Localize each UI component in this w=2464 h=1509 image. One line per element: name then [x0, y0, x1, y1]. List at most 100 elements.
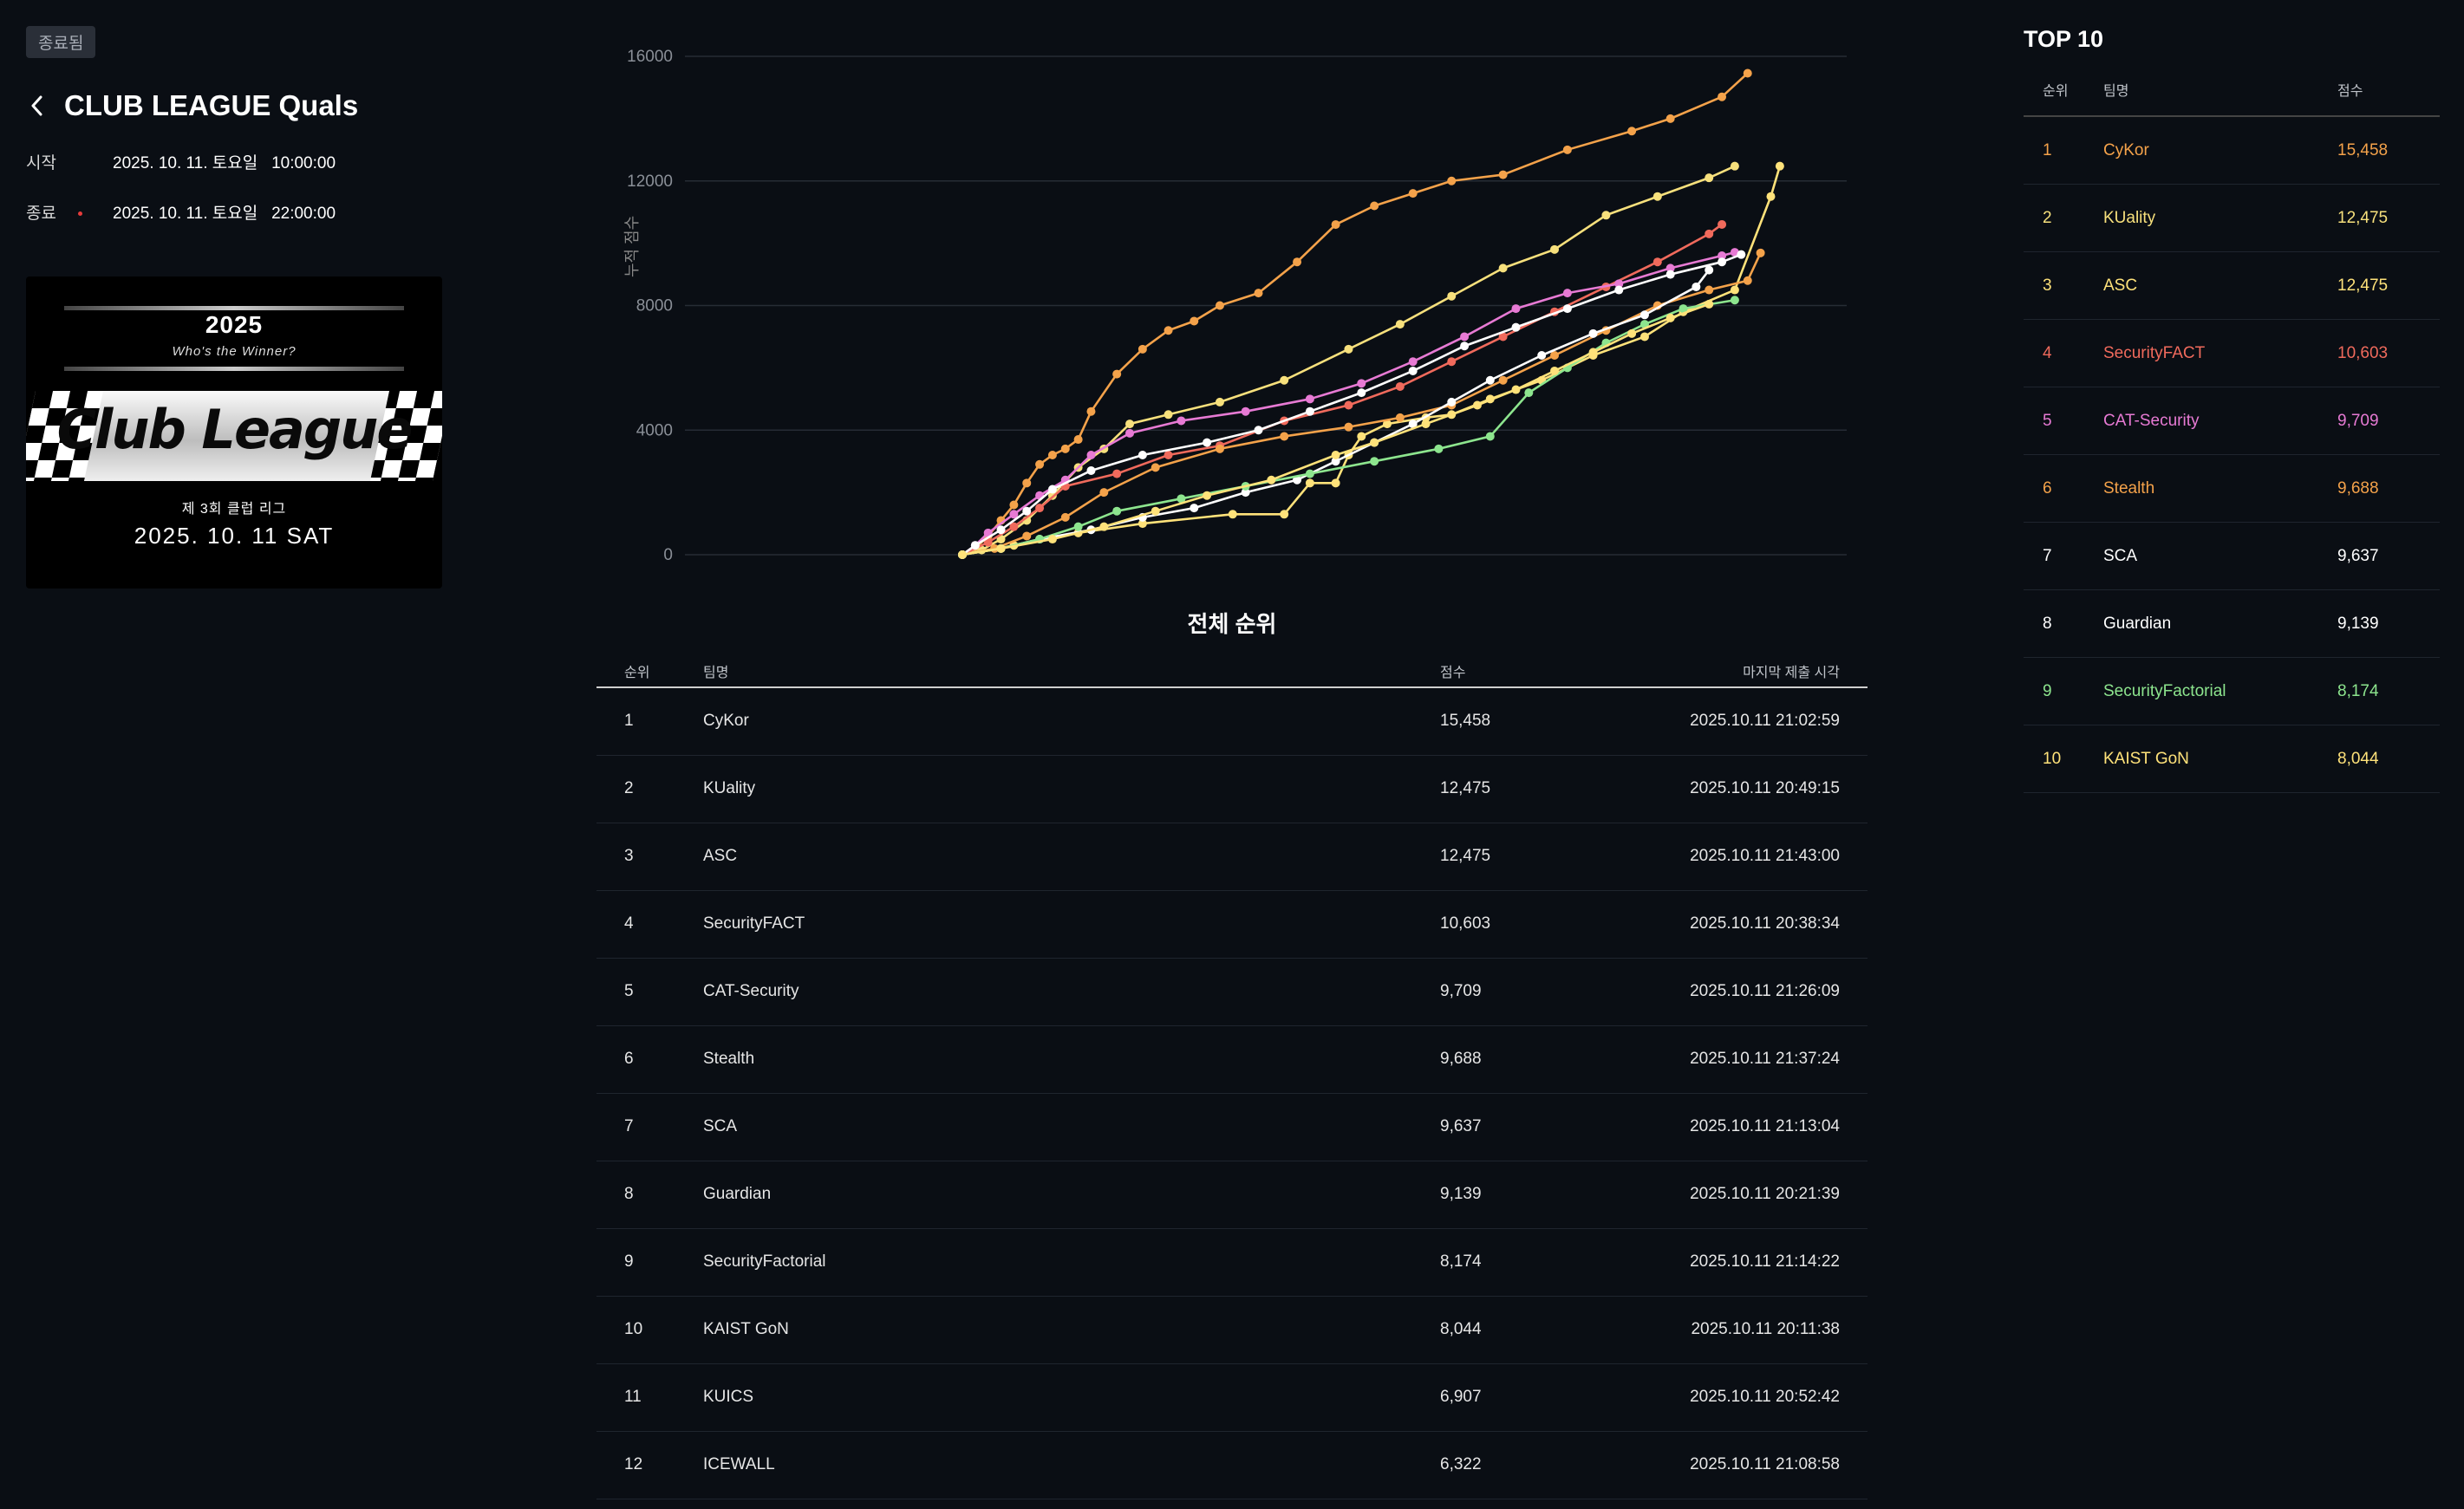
data-point[interactable]	[1086, 407, 1096, 416]
data-point[interactable]	[1241, 488, 1250, 498]
data-point[interactable]	[1614, 279, 1624, 289]
data-point[interactable]	[1125, 428, 1135, 438]
data-point[interactable]	[1370, 457, 1379, 466]
data-point[interactable]	[1652, 257, 1662, 267]
data-point[interactable]	[1395, 320, 1405, 329]
top10-row[interactable]: 3 ASC 12,475	[2024, 252, 2440, 320]
data-point[interactable]	[1047, 451, 1057, 459]
data-point[interactable]	[1718, 92, 1727, 101]
data-point[interactable]	[1743, 68, 1752, 78]
data-point[interactable]	[1293, 475, 1302, 485]
data-point[interactable]	[1588, 328, 1598, 338]
data-point[interactable]	[1099, 522, 1109, 531]
top10-row[interactable]: 6 Stealth 9,688	[2024, 455, 2440, 523]
data-point[interactable]	[1550, 351, 1560, 360]
data-point[interactable]	[1550, 366, 1560, 375]
data-point[interactable]	[1434, 444, 1444, 453]
data-point[interactable]	[1730, 285, 1739, 295]
data-point[interactable]	[1447, 397, 1457, 407]
data-point[interactable]	[1151, 463, 1160, 472]
back-button[interactable]	[26, 95, 47, 116]
data-point[interactable]	[1073, 522, 1083, 531]
data-point[interactable]	[958, 550, 967, 559]
top10-row[interactable]: 5 CAT-Security 9,709	[2024, 387, 2440, 455]
data-point[interactable]	[1408, 420, 1418, 429]
table-row[interactable]: 5 CAT-Security 9,709 2025.10.11 21:26:09	[596, 958, 1868, 1026]
data-point[interactable]	[1718, 251, 1727, 260]
data-point[interactable]	[1370, 201, 1379, 211]
data-point[interactable]	[1498, 375, 1508, 385]
data-point[interactable]	[1627, 328, 1637, 338]
data-point[interactable]	[1537, 351, 1547, 360]
data-point[interactable]	[1775, 161, 1784, 171]
table-row[interactable]: 10 KAIST GoN 8,044 2025.10.11 20:11:38	[596, 1296, 1868, 1364]
data-point[interactable]	[1395, 413, 1405, 422]
data-point[interactable]	[1705, 285, 1714, 295]
data-point[interactable]	[1305, 478, 1314, 488]
top10-row[interactable]: 4 SecurityFACT 10,603	[2024, 320, 2440, 387]
data-point[interactable]	[1665, 313, 1675, 322]
top10-row[interactable]: 8 Guardian 9,139	[2024, 590, 2440, 658]
data-point[interactable]	[1357, 388, 1366, 398]
data-point[interactable]	[1665, 263, 1675, 273]
data-point[interactable]	[1395, 381, 1405, 391]
data-point[interactable]	[1086, 451, 1096, 459]
data-point[interactable]	[1060, 444, 1070, 453]
data-point[interactable]	[1215, 444, 1224, 453]
data-point[interactable]	[1125, 420, 1135, 429]
data-point[interactable]	[1705, 265, 1714, 275]
data-point[interactable]	[1550, 244, 1560, 254]
data-point[interactable]	[1639, 332, 1649, 341]
data-point[interactable]	[1331, 220, 1340, 230]
data-point[interactable]	[1112, 506, 1122, 516]
data-point[interactable]	[1344, 400, 1353, 410]
data-point[interactable]	[1730, 161, 1739, 171]
data-point[interactable]	[1665, 114, 1675, 123]
table-row[interactable]: 6 Stealth 9,688 2025.10.11 21:37:24	[596, 1025, 1868, 1094]
data-point[interactable]	[1344, 422, 1353, 432]
data-point[interactable]	[1370, 438, 1379, 447]
data-point[interactable]	[1009, 510, 1019, 519]
data-point[interactable]	[1190, 316, 1199, 326]
data-point[interactable]	[1421, 420, 1431, 429]
data-point[interactable]	[1614, 285, 1624, 295]
data-point[interactable]	[1743, 276, 1752, 285]
data-point[interactable]	[1408, 366, 1418, 375]
data-point[interactable]	[1177, 416, 1186, 426]
data-point[interactable]	[1408, 357, 1418, 367]
data-point[interactable]	[1588, 348, 1598, 357]
data-point[interactable]	[1692, 282, 1701, 291]
data-point[interactable]	[1022, 506, 1032, 516]
data-point[interactable]	[1254, 289, 1263, 298]
data-point[interactable]	[1305, 407, 1314, 416]
data-point[interactable]	[1009, 500, 1019, 510]
data-point[interactable]	[1357, 379, 1366, 388]
data-point[interactable]	[1730, 296, 1739, 305]
data-point[interactable]	[1164, 326, 1173, 335]
data-point[interactable]	[1665, 270, 1675, 279]
data-point[interactable]	[1447, 357, 1457, 367]
data-point[interactable]	[1280, 510, 1289, 519]
table-row[interactable]: 1 CyKor 15,458 2025.10.11 21:02:59	[596, 687, 1868, 756]
data-point[interactable]	[1164, 451, 1173, 459]
data-point[interactable]	[1652, 192, 1662, 201]
data-point[interactable]	[1164, 410, 1173, 420]
data-point[interactable]	[1177, 494, 1186, 504]
data-point[interactable]	[1280, 432, 1289, 441]
data-point[interactable]	[1267, 475, 1276, 485]
data-point[interactable]	[1705, 173, 1714, 183]
data-point[interactable]	[1086, 465, 1096, 475]
table-row[interactable]: 12 ICEWALL 6,322 2025.10.11 21:08:58	[596, 1431, 1868, 1499]
table-row[interactable]: 2 KUality 12,475 2025.10.11 20:49:15	[596, 755, 1868, 823]
data-point[interactable]	[1137, 519, 1147, 529]
data-point[interactable]	[1344, 344, 1353, 354]
data-point[interactable]	[1511, 385, 1521, 394]
data-point[interactable]	[1460, 341, 1470, 351]
data-point[interactable]	[1485, 432, 1495, 441]
data-point[interactable]	[1151, 506, 1160, 516]
data-point[interactable]	[1498, 170, 1508, 179]
top10-row[interactable]: 7 SCA 9,637	[2024, 523, 2440, 590]
data-point[interactable]	[970, 541, 980, 550]
data-point[interactable]	[1060, 512, 1070, 522]
data-point[interactable]	[1254, 426, 1263, 435]
